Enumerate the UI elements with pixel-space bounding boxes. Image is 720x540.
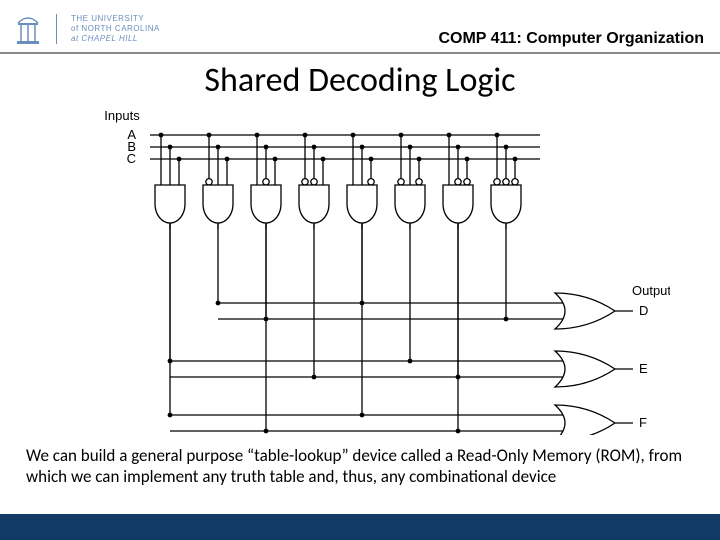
old-well-icon: [14, 13, 42, 45]
slide-title: Shared Decoding Logic: [0, 60, 720, 101]
logo-line-1: THE UNIVERSITY: [71, 14, 160, 24]
logo-line-2: of NORTH CAROLINA: [71, 24, 160, 34]
course-code: COMP 411: Computer Organization: [438, 30, 704, 48]
svg-text:Inputs: Inputs: [104, 108, 140, 123]
logo-text: THE UNIVERSITY of NORTH CAROLINA at CHAP…: [71, 14, 160, 44]
footer-bar: [0, 514, 720, 540]
svg-text:C: C: [127, 151, 136, 166]
svg-text:Outputs: Outputs: [632, 283, 670, 298]
svg-text:D: D: [639, 303, 648, 318]
body-text: We can build a general purpose “table-lo…: [0, 445, 720, 487]
logo-separator: [56, 14, 57, 44]
svg-text:F: F: [639, 415, 647, 430]
slide-header: THE UNIVERSITY of NORTH CAROLINA at CHAP…: [0, 0, 720, 54]
decoder-diagram: InputsABCOutputsDEF: [50, 105, 670, 435]
logo-line-3: at CHAPEL HILL: [71, 34, 160, 44]
unc-logo: THE UNIVERSITY of NORTH CAROLINA at CHAP…: [14, 13, 160, 45]
svg-text:E: E: [639, 361, 648, 376]
